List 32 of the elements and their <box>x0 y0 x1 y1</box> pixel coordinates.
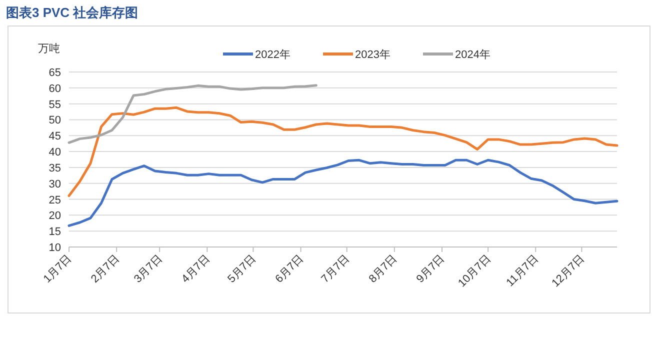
x-tick-label: 6月7日 <box>273 252 306 286</box>
legend-label: 2022年 <box>255 49 290 61</box>
legend-label: 2023年 <box>355 49 390 61</box>
x-tick-label: 11月7日 <box>504 252 541 290</box>
x-tick-label: 12月7日 <box>550 252 587 290</box>
x-tick-label: 3月7日 <box>132 252 165 286</box>
y-tick-label: 25 <box>48 194 61 206</box>
legend-label: 2024年 <box>455 49 490 61</box>
line-series <box>68 158 618 227</box>
x-tick-label: 4月7日 <box>180 252 212 286</box>
y-tick-label: 30 <box>48 178 61 190</box>
y-tick-label: 40 <box>48 146 61 159</box>
y-tick-label: 20 <box>48 210 61 222</box>
y-tick-label: 10 <box>48 242 61 254</box>
x-tick-label: 7月7日 <box>319 252 352 286</box>
y-tick-label: 55 <box>48 98 61 111</box>
x-tick-label: 10月7日 <box>456 252 494 290</box>
y-tick-label: 45 <box>48 130 61 143</box>
y-tick-label: 65 <box>48 67 61 79</box>
x-tick-label: 9月7日 <box>414 252 448 286</box>
y-tick-label: 15 <box>48 226 61 238</box>
y-tick-label: 50 <box>48 114 61 127</box>
chart-title: 图表3 PVC 社会库存图 <box>6 5 138 20</box>
x-tick-label: 8月7日 <box>366 252 400 286</box>
x-tick-label: 5月7日 <box>226 252 258 286</box>
line-series <box>68 106 618 198</box>
y-tick-label: 35 <box>48 162 61 174</box>
x-tick-label: 1月7日 <box>41 252 74 286</box>
y-axis-title: 万吨 <box>38 42 60 55</box>
y-tick-label: 60 <box>48 82 61 95</box>
x-tick-label: 2月7日 <box>89 252 122 286</box>
line-series <box>68 84 318 144</box>
